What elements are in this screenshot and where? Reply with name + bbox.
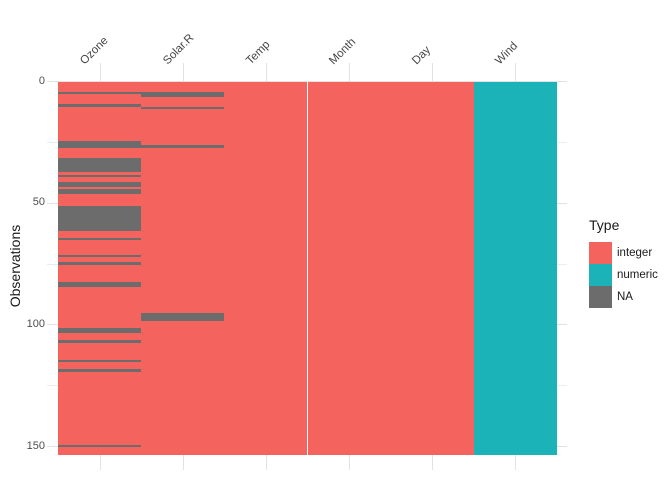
y-tick-label-150: 150 [26,439,45,452]
na-stripe-Ozone-52 [58,206,142,231]
column-tiles-Solar.R [141,82,225,455]
y-tick-label-50: 50 [32,196,45,209]
column-tiles-Ozone [58,82,142,455]
gridline-col-Ozone-top [99,63,101,81]
gridline-col-Wind-bottom [515,454,517,470]
gridline-minor-75-right [557,263,567,265]
na-stripe-Ozone-75 [58,262,142,265]
legend-label-na: NA [617,291,633,303]
gridline-col-Wind-top [515,63,517,81]
gridline-col-Temp-bottom [265,454,267,470]
legend-title: Type [589,217,620,233]
na-stripe-Ozone-65 [58,237,142,241]
column-tiles-Wind [473,82,557,455]
column-tiles-Day [390,82,474,455]
legend-item-numeric: numeric [589,264,669,286]
legend-swatch-numeric [589,264,612,286]
column-label-Solar.R: Solar.R [160,31,197,67]
column-label-Wind: Wind [493,39,521,67]
legend-label-integer: integer [617,247,653,259]
legend-item-na: NA [589,286,669,308]
gridline-minor-75-left [47,263,58,265]
y-tick-label-0: 0 [38,74,45,87]
gridline-major-150-right [557,446,567,447]
legend-swatch-na [589,286,612,308]
na-stripe-Ozone-10 [58,104,142,107]
gridline-col-Ozone-bottom [99,454,101,470]
column-label-Ozone: Ozone [77,34,111,67]
na-stripe-Ozone-42 [58,181,142,187]
gridline-major-100-right [557,324,567,326]
gridline-col-Day-top [432,63,434,81]
gridline-col-Temp-top [265,63,267,81]
na-stripe-Ozone-107 [58,340,142,343]
gridline-major-50-left [47,202,58,204]
na-stripe-Solar.R-5 [141,91,225,97]
na-stripe-Ozone-32 [58,157,142,173]
gridline-major-0 [47,81,567,82]
na-stripe-Ozone-83 [58,281,142,287]
na-stripe-Ozone-45 [58,189,142,195]
na-stripe-Ozone-5 [58,91,142,95]
gridline-col-Month-bottom [349,454,351,470]
gridline-minor-125-left [47,385,58,387]
legend-label-numeric: numeric [617,269,658,281]
column-label-Day: Day [410,43,434,67]
gridline-col-Solar.R-top [182,63,184,81]
gridline-col-Month-top [349,63,351,81]
column-label-Month: Month [327,35,359,67]
na-stripe-Solar.R-96 [141,313,225,321]
na-stripe-Ozone-102 [58,327,142,333]
na-stripe-Ozone-25 [58,140,142,148]
legend-item-integer: integer [589,242,669,264]
gridline-major-50-right [557,202,567,204]
na-stripe-Solar.R-27 [141,145,225,148]
na-stripe-Ozone-119 [58,369,142,372]
gridline-major-150-left [47,446,58,447]
gridline-minor-25-right [557,141,567,143]
na-stripe-Ozone-115 [58,359,142,363]
gridline-major-100-left [47,324,58,326]
gridline-minor-125-right [557,385,567,387]
na-stripe-Ozone-150 [58,444,142,448]
column-tiles-Month [307,82,391,455]
na-stripe-Ozone-72 [58,254,142,258]
legend: Type integer numeric NA [589,217,669,308]
y-tick-label-100: 100 [26,317,45,330]
legend-swatch-integer [589,242,612,264]
column-tiles-Temp [224,82,308,455]
gridline-col-Day-bottom [432,454,434,470]
gridline-col-Solar.R-bottom [182,454,184,470]
na-stripe-Ozone-39 [58,174,142,178]
na-stripe-Solar.R-11 [141,106,225,109]
gridline-minor-25-left [47,141,58,143]
column-label-Temp: Temp [244,38,273,67]
